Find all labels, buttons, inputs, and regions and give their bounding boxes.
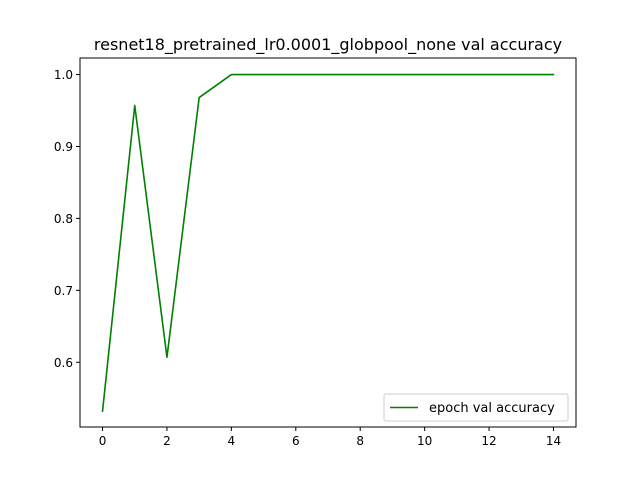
- legend-frame: [383, 393, 569, 422]
- legend: epoch val accuracy: [383, 393, 569, 422]
- legend-label: epoch val accuracy: [429, 401, 555, 416]
- series-layer: [101, 73, 555, 413]
- y-axis: 0.6 0.7 0.8 0.9 1.0: [54, 68, 80, 370]
- x-tick-label: 12: [481, 434, 496, 448]
- x-tick-label: 0: [99, 434, 107, 448]
- chart-title: resnet18_pretrained_lr0.0001_globpool_no…: [94, 35, 562, 55]
- plot-area: [79, 57, 577, 428]
- x-axis: 0 2 4 6 8 10 12 14: [99, 427, 561, 448]
- y-tick-label: 0.9: [54, 140, 73, 154]
- y-tick-label: 1.0: [54, 68, 73, 82]
- x-tick-label: 4: [228, 434, 236, 448]
- y-tick-label: 0.6: [54, 356, 73, 370]
- x-tick-label: 6: [292, 434, 300, 448]
- y-tick-label: 0.8: [54, 212, 73, 226]
- x-tick-label: 10: [417, 434, 432, 448]
- x-tick-label: 2: [163, 434, 171, 448]
- x-tick-label: 8: [356, 434, 364, 448]
- x-tick-label: 14: [546, 434, 561, 448]
- series-line-epoch-val-accuracy: [101, 73, 555, 413]
- y-tick-label: 0.7: [54, 284, 73, 298]
- axes-frame: [79, 57, 577, 428]
